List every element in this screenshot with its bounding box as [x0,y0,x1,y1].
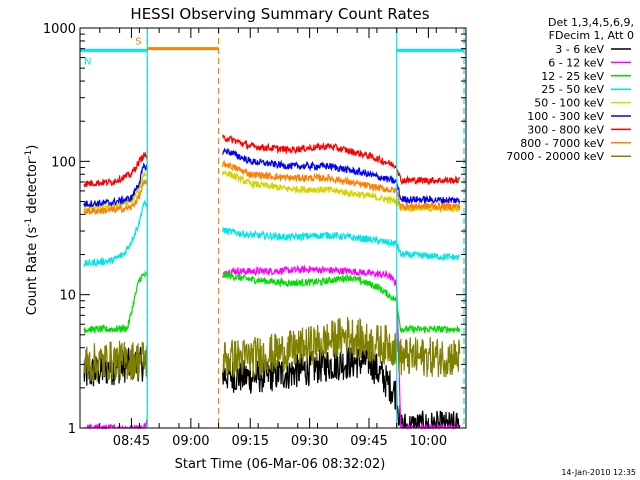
y-tick-label-3: 100 [51,155,76,170]
x-tick-label-4: 09:30 [291,434,328,449]
legend-label-7: 300 - 800 keV [527,123,604,136]
series-line-3-segment-2 [222,271,461,335]
x-tick-label-2: 09:00 [172,434,209,449]
chart-title: HESSI Observing Summary Count Rates [130,5,429,23]
axes: 1 10 100 1000 08:45 09:00 09:15 09:30 09:45 10:00 [43,22,467,449]
legend-label-1: 3 - 6 keV [555,43,604,56]
legend-label-5: 50 - 100 keV [534,97,604,110]
series-line-7-segment-2 [222,134,461,186]
flag-label-1: S [135,37,141,48]
series-line-6-segment-2 [222,147,461,205]
y-tick-label-4: 1000 [43,22,76,37]
x-tick-label-6: 10:00 [410,434,447,449]
y-axis-label: Count Rate (s-1 detector-1) [24,145,40,316]
svg-text:Count Rate (s-1 detector-1): Count Rate (s-1 detector-1) [24,145,40,316]
series-line-9-segment-2 [222,316,461,378]
series-line-8-segment-2 [222,159,461,212]
series-line-9-segment-1 [83,340,148,382]
series-line-4-segment-2 [222,227,460,262]
series-line-1-segment-2 [222,344,461,430]
series-line-7-segment-1 [83,151,148,188]
legend-label-9: 7000 - 20000 keV [506,150,604,163]
legend-header-line-2: FDecim 1, Att 0 [549,29,634,42]
plot-area: SN [80,28,465,431]
series-line-6-segment-1 [83,162,148,209]
x-tick-label-3: 09:15 [232,434,269,449]
series-line-8-segment-1 [83,179,148,216]
series-line-4-segment-1 [83,199,148,268]
y-tick-label-1: 1 [68,422,76,437]
legend-label-6: 100 - 300 keV [527,110,604,123]
x-axis-label: Start Time (06-Mar-06 08:32:02) [175,457,386,472]
legend-label-4: 25 - 50 keV [541,83,604,96]
x-tick-label-1: 08:45 [113,434,150,449]
legend-label-8: 800 - 7000 keV [520,137,604,150]
series-line-5-segment-2 [222,169,461,214]
timestamp: 14-Jan-2010 12:35 [561,468,636,477]
x-tick-label-5: 09:45 [350,434,387,449]
legend-header-line-1: Det 1,3,4,5,6,9, [548,16,634,29]
y-tick-label-2: 10 [59,289,76,304]
series-line-3-segment-1 [83,270,148,336]
legend-label-3: 12 - 25 keV [541,70,604,83]
legend: Det 1,3,4,5,6,9, FDecim 1, Att 0 3 - 6 k… [506,16,634,163]
plot-frame [79,27,467,429]
legend-label-2: 6 - 12 keV [548,56,604,69]
flag-label-2: N [84,56,91,67]
